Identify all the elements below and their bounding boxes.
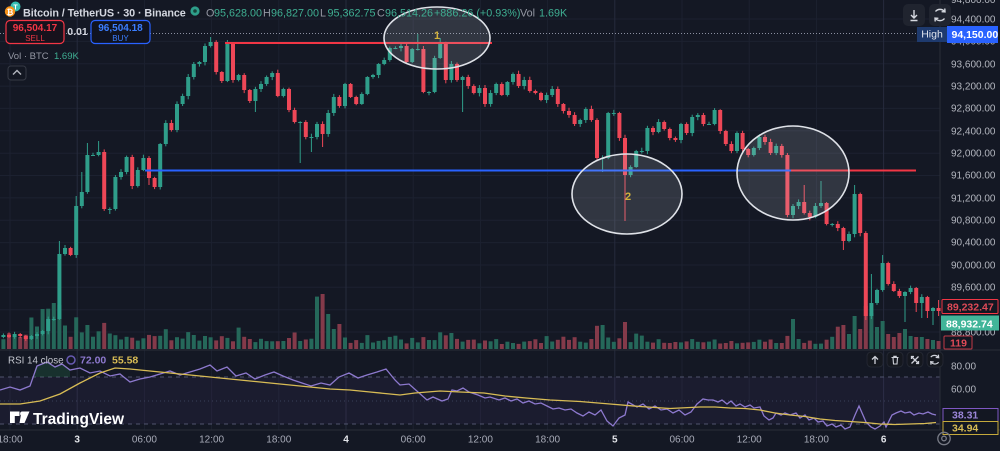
svg-text:72.00: 72.00 [80,355,106,367]
svg-text:12:00: 12:00 [737,435,762,446]
svg-text:High: High [921,29,943,41]
svg-text:6: 6 [881,435,887,446]
svg-text:C: C [377,8,385,20]
svg-text:96,514.26: 96,514.26 [385,8,433,20]
svg-text:55.58: 55.58 [112,355,138,367]
svg-text:O: O [206,8,214,20]
svg-text:1.69K: 1.69K [54,51,79,62]
svg-text:90,800.00: 90,800.00 [951,216,996,227]
svg-text:4: 4 [343,435,349,446]
svg-text:H: H [263,8,271,20]
svg-text:18:00: 18:00 [0,435,23,446]
svg-text:88,932.74: 88,932.74 [946,319,993,331]
svg-text:89,232.47: 89,232.47 [947,302,994,314]
svg-text:₿: ₿ [7,8,14,17]
svg-text:38.31: 38.31 [952,410,978,422]
svg-text:TradingView: TradingView [33,411,125,428]
svg-text:1.69K: 1.69K [539,8,568,20]
svg-text:92,800.00: 92,800.00 [951,104,996,115]
svg-text:89,600.00: 89,600.00 [951,283,996,294]
svg-text:Vol · BTC: Vol · BTC [8,51,49,62]
svg-text:94,150.00: 94,150.00 [952,29,999,41]
svg-text:119: 119 [950,338,967,350]
svg-text:BUY: BUY [112,34,129,43]
svg-text:34.94: 34.94 [952,423,978,435]
svg-text:06:00: 06:00 [669,435,694,446]
svg-text:88,800.00: 88,800.00 [951,328,996,339]
svg-text:Bitcoin / TetherUS · 30 · Bina: Bitcoin / TetherUS · 30 · Binance [23,8,186,20]
svg-text:94,400.00: 94,400.00 [951,15,996,26]
svg-text:0.01: 0.01 [67,26,88,38]
svg-text:91,600.00: 91,600.00 [951,171,996,182]
svg-text:92,400.00: 92,400.00 [951,127,996,138]
svg-text:93,200.00: 93,200.00 [951,82,996,93]
svg-text:95,362.75: 95,362.75 [328,8,376,20]
svg-text:12:00: 12:00 [199,435,224,446]
svg-text:06:00: 06:00 [401,435,426,446]
svg-text:2: 2 [625,191,631,203]
svg-text:18:00: 18:00 [535,435,560,446]
svg-text:90,400.00: 90,400.00 [951,238,996,249]
svg-text:RSI 14 close: RSI 14 close [8,356,64,367]
svg-text:93,600.00: 93,600.00 [951,60,996,71]
svg-text:94,800.00: 94,800.00 [951,0,996,6]
svg-text:5: 5 [612,435,618,446]
svg-text:96,504.18: 96,504.18 [98,23,143,34]
svg-text:91,200.00: 91,200.00 [951,194,996,205]
svg-text:96,827.00: 96,827.00 [271,8,319,20]
svg-text:80.00: 80.00 [951,362,976,373]
svg-text:60.00: 60.00 [951,385,976,396]
svg-text:1: 1 [434,30,440,42]
svg-text:12:00: 12:00 [468,435,493,446]
svg-text:95,628.00: 95,628.00 [214,8,262,20]
svg-text:SELL: SELL [25,34,45,43]
svg-text:90,000.00: 90,000.00 [951,261,996,272]
svg-text:+886.26 (+0.93%): +886.26 (+0.93%) [434,8,520,20]
svg-text:18:00: 18:00 [804,435,829,446]
svg-text:96,504.17: 96,504.17 [13,23,58,34]
svg-text:92,000.00: 92,000.00 [951,149,996,160]
svg-text:Vol: Vol [520,8,535,20]
svg-text:06:00: 06:00 [132,435,157,446]
svg-text:18:00: 18:00 [266,435,291,446]
svg-text:L: L [320,8,326,20]
svg-text:T: T [13,5,18,12]
svg-text:3: 3 [74,435,80,446]
